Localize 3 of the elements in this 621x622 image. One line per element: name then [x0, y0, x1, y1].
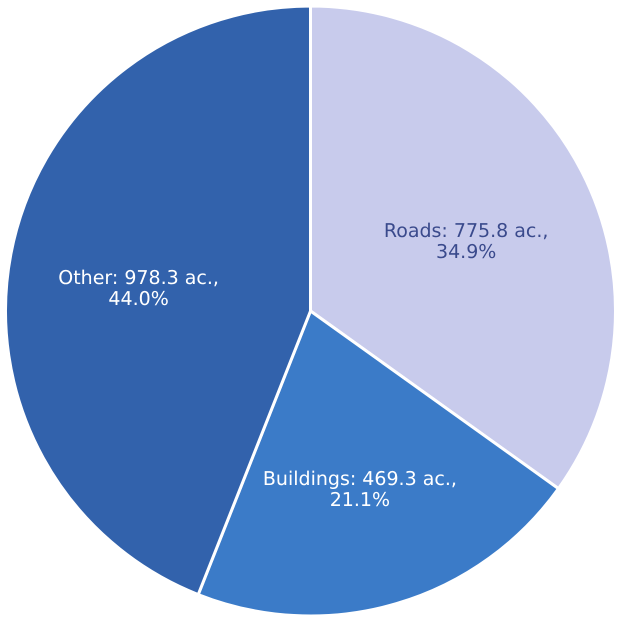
slice-label: Other: 978.3 ac., 44.0% [58, 267, 219, 310]
slice-label: Roads: 775.8 ac., 34.9% [384, 220, 548, 264]
slice-label: Buildings: 469.3 ac., 21.1% [262, 468, 457, 511]
